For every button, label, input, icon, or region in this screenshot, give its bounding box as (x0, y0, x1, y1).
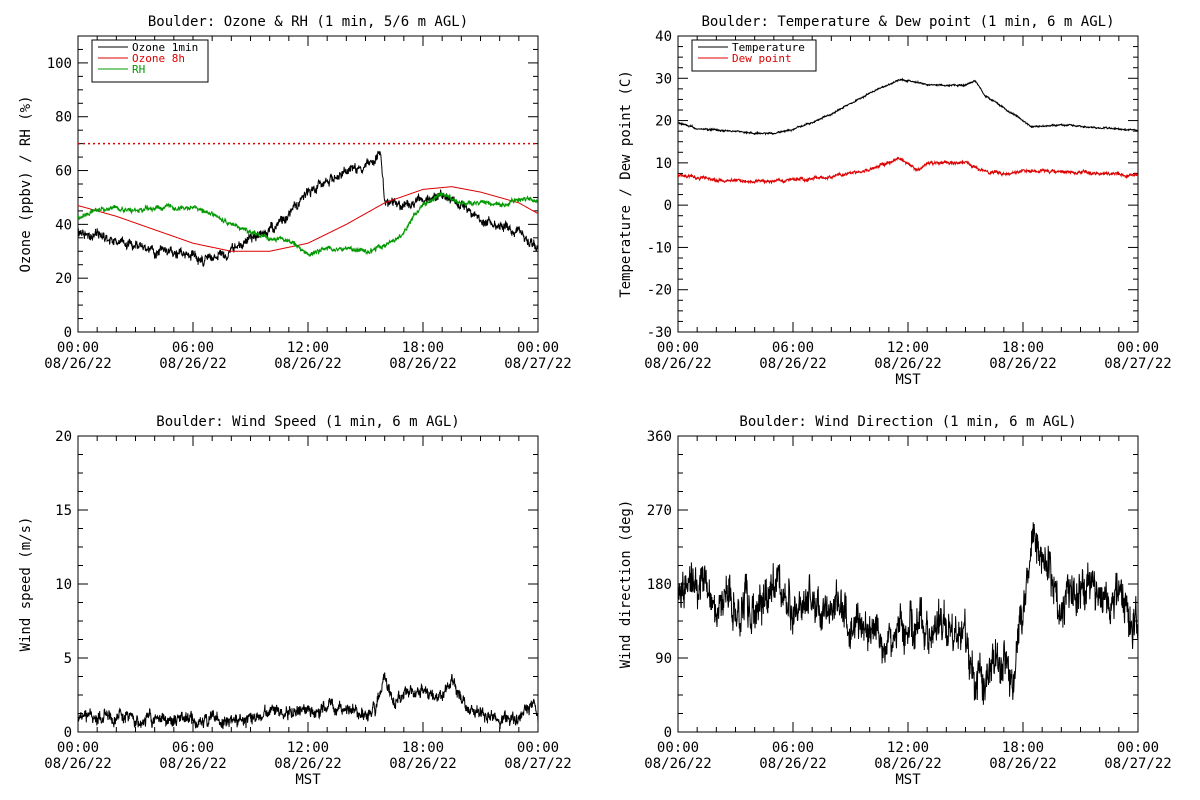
y-tick-label: 0 (664, 725, 672, 741)
y-tick-label: 15 (55, 503, 72, 519)
y-tick-label: 360 (647, 429, 672, 445)
x-tick-time: 00:00 (57, 740, 99, 756)
y-tick-label: 30 (655, 71, 672, 87)
x-tick-time: 00:00 (657, 740, 699, 756)
y-tick-label: 270 (647, 503, 672, 519)
legend-label: Ozone 1min (132, 41, 198, 54)
y-axis-label: Ozone (ppbv) / RH (%) (18, 95, 34, 272)
x-tick-date: 08/26/22 (874, 756, 941, 772)
x-tick-time: 00:00 (517, 340, 559, 356)
legend-box (691, 39, 817, 72)
legend-label: Dew point (732, 52, 792, 65)
x-tick-date: 08/27/22 (1104, 356, 1171, 372)
x-axis-label: MST (895, 372, 921, 388)
chart-ozone: Boulder: Ozone & RH (1 min, 5/6 m AGL) 0 2… (18, 14, 572, 372)
legend-label: Temperature (732, 41, 805, 54)
x-tick-date: 08/26/22 (759, 356, 826, 372)
y-tick-label: -20 (647, 283, 672, 299)
y-axis-label: Wind direction (deg) (618, 500, 634, 669)
y-tick-label: 10 (55, 577, 72, 593)
x-tick-time: 18:00 (1002, 340, 1044, 356)
x-tick-time: 06:00 (172, 740, 214, 756)
y-tick-label: 40 (55, 217, 72, 233)
x-tick-date: 08/26/22 (389, 756, 456, 772)
chart-title: Boulder: Temperature & Dew point (1 min,… (701, 14, 1114, 30)
y-tick-label: 0 (64, 725, 72, 741)
chart-title: Boulder: Wind Direction (1 min, 6 m AGL) (739, 414, 1076, 430)
plot-frame (77, 435, 539, 733)
x-tick-time: 06:00 (772, 340, 814, 356)
chart-title: Boulder: Wind Speed (1 min, 6 m AGL) (156, 414, 459, 430)
series-line-wdir (678, 522, 1138, 705)
y-axis-label: Wind speed (m/s) (18, 517, 34, 652)
y-tick-label: 20 (55, 429, 72, 445)
x-tick-date: 08/26/22 (874, 356, 941, 372)
chart-title: Boulder: Ozone & RH (1 min, 5/6 m AGL) (148, 14, 468, 30)
x-tick-time: 18:00 (402, 740, 444, 756)
chart-wdir: Boulder: Wind Direction (1 min, 6 m AGL)… (618, 414, 1172, 788)
y-tick-label: 60 (55, 164, 72, 180)
x-tick-time: 18:00 (1002, 740, 1044, 756)
x-tick-date: 08/26/22 (644, 756, 711, 772)
x-tick-date: 08/26/22 (989, 356, 1056, 372)
x-tick-date: 08/26/22 (159, 756, 226, 772)
y-axis-label: Temperature / Dew point (C) (618, 70, 634, 298)
y-tick-label: 10 (655, 156, 672, 172)
x-tick-time: 00:00 (657, 340, 699, 356)
y-tick-label: 20 (655, 114, 672, 130)
legend-label: Ozone 8h (132, 52, 185, 65)
y-tick-label: 80 (55, 110, 72, 126)
y-tick-label: 180 (647, 577, 672, 593)
series-line-wspd (78, 672, 538, 730)
x-tick-time: 18:00 (402, 340, 444, 356)
x-tick-date: 08/26/22 (274, 756, 341, 772)
y-tick-label: 5 (64, 651, 72, 667)
x-tick-date: 08/27/22 (1104, 756, 1171, 772)
x-tick-time: 06:00 (172, 340, 214, 356)
x-tick-time: 12:00 (887, 740, 929, 756)
legend-label: RH (132, 63, 145, 76)
y-tick-label: -10 (647, 240, 672, 256)
x-tick-date: 08/26/22 (989, 756, 1056, 772)
chart-temp: Boulder: Temperature & Dew point (1 min,… (618, 14, 1172, 388)
series-line-temperature (678, 77, 1138, 136)
x-tick-date: 08/26/22 (159, 356, 226, 372)
x-tick-date: 08/26/22 (644, 356, 711, 372)
y-tick-label: 20 (55, 271, 72, 287)
y-tick-label: 90 (655, 651, 672, 667)
x-tick-date: 08/26/22 (44, 356, 111, 372)
series-line-dew-point (678, 156, 1138, 185)
x-tick-date: 08/26/22 (274, 356, 341, 372)
x-tick-date: 08/26/22 (44, 756, 111, 772)
x-tick-time: 12:00 (887, 340, 929, 356)
x-axis-label: MST (895, 772, 921, 788)
y-tick-label: 0 (664, 198, 672, 214)
x-tick-time: 00:00 (1117, 340, 1159, 356)
x-tick-time: 00:00 (57, 340, 99, 356)
series-line-ozone-8h (78, 186, 538, 252)
y-tick-label: 100 (47, 56, 72, 72)
y-tick-label: -30 (647, 325, 672, 341)
x-axis-label: MST (295, 772, 321, 788)
x-tick-time: 12:00 (287, 340, 329, 356)
x-tick-date: 08/26/22 (759, 756, 826, 772)
x-tick-date: 08/26/22 (389, 356, 456, 372)
x-tick-time: 06:00 (772, 740, 814, 756)
x-tick-time: 12:00 (287, 740, 329, 756)
x-tick-time: 00:00 (1117, 740, 1159, 756)
x-tick-date: 08/27/22 (504, 756, 571, 772)
chart-wspd: Boulder: Wind Speed (1 min, 6 m AGL) 0 5 10… (18, 414, 572, 788)
y-tick-label: 40 (655, 29, 672, 45)
series-line-rh (78, 190, 538, 258)
x-tick-time: 00:00 (517, 740, 559, 756)
x-tick-date: 08/27/22 (504, 356, 571, 372)
y-tick-label: 0 (64, 325, 72, 341)
